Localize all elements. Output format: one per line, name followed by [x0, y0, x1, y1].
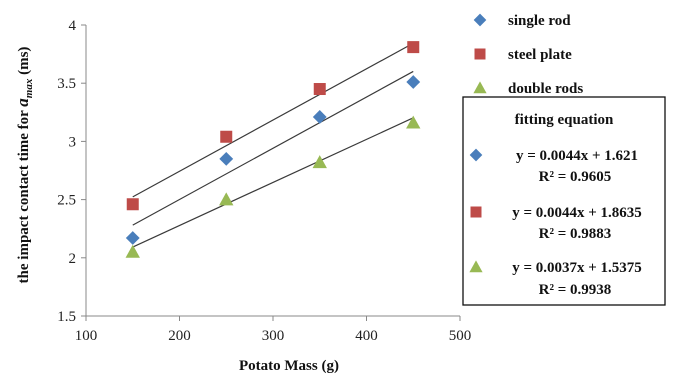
trend-line — [132, 70, 414, 226]
legend-label: double rods — [508, 81, 583, 97]
y-tick-label: 3 — [69, 134, 77, 150]
y-tick-label: 1.5 — [57, 309, 76, 325]
data-point — [220, 130, 233, 143]
y-axis-title-prefix: the impact contact time for — [16, 107, 32, 284]
data-point — [126, 198, 139, 211]
data-point — [219, 151, 234, 166]
data-point — [313, 83, 326, 96]
y-tick-label: 4 — [69, 18, 77, 34]
fit-equation-list: y = 0.0044x + 1.621 R² = 0.9605 y = 0.0044… — [469, 148, 642, 298]
fit-equation-box — [462, 96, 666, 306]
data-point — [125, 244, 140, 258]
plot-area: 100 200 300 400 500 1.5 2 2.5 3 3.5 4 — [57, 18, 471, 344]
x-axis-title: Potato Mass (g) — [239, 358, 339, 374]
trend-lines — [132, 42, 414, 248]
legend: single rod steel plate double rods — [473, 13, 583, 97]
y-axis-title-subscript: max — [23, 78, 35, 98]
fit-r-squared: R² = 0.9605 — [539, 169, 612, 185]
data-point — [125, 231, 140, 245]
fit-equation-title: fitting equation — [515, 112, 614, 128]
data-point — [407, 41, 420, 54]
y-tick-label: 3.5 — [57, 76, 76, 92]
fit-r-squared: R² = 0.9883 — [539, 226, 612, 242]
legend-label: steel plate — [508, 47, 572, 63]
data-point — [406, 115, 421, 129]
fit-r-squared: R² = 0.9938 — [539, 282, 612, 298]
legend-marker — [474, 48, 486, 60]
fit-equation: y = 0.0037x + 1.5375 — [512, 260, 642, 276]
fit-equation-marker — [470, 206, 482, 218]
fit-equation: y = 0.0044x + 1.621 — [516, 148, 638, 164]
y-axis-title-suffix: (ms) — [16, 47, 32, 79]
data-point — [219, 192, 234, 206]
x-tick-label: 300 — [262, 328, 285, 344]
fit-equation: y = 0.0044x + 1.8635 — [512, 205, 642, 221]
data-markers — [125, 41, 421, 258]
trend-line — [132, 42, 414, 198]
legend-label: single rod — [508, 13, 571, 29]
y-tick-label: 2.5 — [57, 193, 76, 209]
x-tick-label: 500 — [449, 328, 472, 344]
x-tick-label: 400 — [355, 328, 378, 344]
fit-equation-marker — [469, 148, 483, 162]
y-axis-title-variable: a — [13, 98, 32, 107]
legend-marker — [473, 81, 487, 94]
trend-line — [132, 117, 414, 248]
fit-equation-marker — [469, 260, 483, 273]
legend-marker — [473, 13, 487, 27]
x-tick-labels: 100 200 300 400 500 — [75, 316, 472, 344]
y-axis-title: the impact contact time for amax (ms) — [13, 47, 35, 284]
y-tick-labels: 1.5 2 2.5 3 3.5 4 — [57, 18, 86, 325]
data-point — [406, 75, 421, 89]
x-tick-label: 100 — [75, 328, 98, 344]
x-tick-label: 200 — [168, 328, 191, 344]
data-point — [312, 110, 327, 124]
y-tick-label: 2 — [69, 251, 77, 267]
data-point — [312, 155, 327, 169]
